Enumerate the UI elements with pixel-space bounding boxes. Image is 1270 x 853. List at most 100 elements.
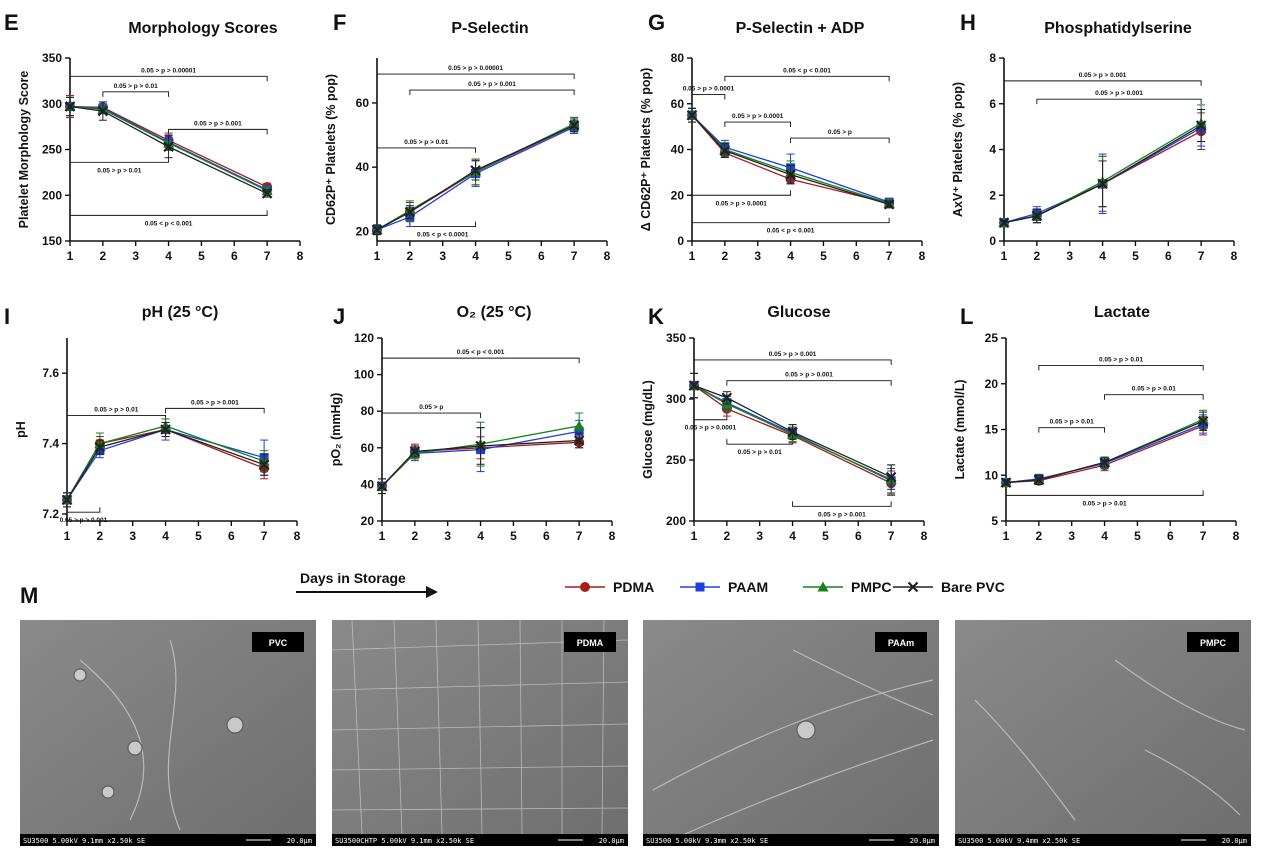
arrow-right-icon (426, 586, 438, 598)
significance-bracket: 0.05 > p > 0.001 (1003, 72, 1202, 86)
significance-bracket: 0.05 > p > 0.01 (1038, 419, 1106, 433)
x-tick-label: 1 (689, 249, 696, 263)
data-point (785, 169, 796, 180)
y-tick-label: 0 (677, 234, 684, 248)
sem-footer: SU3500 5.00kV 9.1mm x2.50k SE 20.0μm (20, 834, 316, 846)
significance-bracket: 0.05 < p < 0.001 (69, 210, 268, 227)
surface-texture (331, 619, 629, 835)
y-axis-label: pH (14, 421, 28, 438)
bracket-line (724, 121, 792, 128)
sem-label: PVC (269, 638, 288, 648)
bracket-line (1005, 490, 1204, 496)
bracket-line (66, 507, 101, 513)
bracket-line (693, 359, 892, 365)
series-line (691, 114, 890, 204)
y-tick-label: 20 (985, 377, 999, 391)
y-axis-label: Δ CD62P⁺ Platelets (% pop) (639, 68, 653, 232)
scale-bar-label: 20.0μm (599, 837, 624, 845)
series-bare-pvc (371, 118, 580, 236)
data-point (719, 145, 731, 156)
p-value-annotation: 0.05 > p > 0.01 (738, 449, 782, 456)
y-tick-label: 25 (985, 331, 999, 345)
significance-bracket: 0.05 > p > 0.01 (1104, 386, 1204, 400)
sem-label-box: PDMA (564, 632, 616, 652)
data-point (721, 392, 733, 404)
data-point (475, 440, 486, 452)
data-point (376, 480, 388, 492)
significance-bracket: 0.05 > p > 0.01 (726, 439, 794, 456)
x-tick-label: 2 (100, 249, 107, 263)
significance-bracket: 0.05 > p > 0.001 (792, 501, 892, 518)
legend-label: PDMA (613, 579, 654, 595)
y-tick-label: 20 (361, 514, 375, 528)
y-tick-label: 40 (361, 477, 375, 491)
x-tick-label: 3 (132, 249, 139, 263)
y-tick-label: 2 (989, 188, 996, 202)
x-tick-label: 8 (921, 529, 928, 543)
p-value-annotation: 0.05 > p > 0.001 (191, 399, 239, 406)
x-tick-label: 5 (510, 529, 517, 543)
data-point (573, 420, 585, 431)
legend-item-paam: PAAM (680, 579, 768, 595)
scale-bar-label: 20.0μm (910, 837, 935, 845)
data-point (470, 165, 481, 176)
legend-item-pmpc: PMPC (803, 579, 891, 595)
data-point (1000, 477, 1012, 488)
x-tick-label: 8 (294, 529, 301, 543)
y-axis-label: AxV⁺ Platelets (% pop) (951, 82, 965, 217)
series-legend: PDMA PAAM PMPC Bare PVC (565, 579, 1005, 595)
series-line (66, 425, 265, 501)
significance-bracket: 0.05 > p (790, 129, 890, 144)
significance-bracket: 0.05 < p < 0.0001 (409, 221, 477, 239)
sem-micrograph (643, 620, 939, 846)
p-value-annotation: 0.05 < p < 0.001 (767, 228, 815, 235)
p-value-annotation: 0.05 > p (419, 404, 443, 411)
legend-marker-circle-icon (580, 582, 590, 592)
x-tick-label: 3 (129, 529, 136, 543)
series-bare-pvc (61, 421, 270, 508)
bracket-line (409, 89, 575, 96)
series-line (693, 384, 892, 478)
chart-title: Glucose (767, 304, 830, 321)
data-point (94, 441, 106, 453)
significance-bracket: 0.05 > p > 0.0001 (685, 414, 736, 432)
data-point (686, 109, 698, 121)
legend-label: PAAM (728, 579, 768, 595)
x-tick-label: 1 (64, 529, 71, 543)
x-tick-label: 1 (691, 529, 698, 543)
p-value-annotation: 0.05 > p > 0.001 (194, 120, 242, 127)
p-value-annotation: 0.05 > p > 0.01 (1099, 356, 1143, 363)
y-tick-label: 80 (361, 404, 375, 418)
sem-image-pvc: PVC SU3500 5.00kV 9.1mm x2.50k SE 20.0μm (20, 620, 316, 846)
x-tick-label: 5 (822, 529, 829, 543)
scale-bar-label: 20.0μm (287, 837, 312, 845)
data-point (1099, 457, 1110, 468)
x-tick-label: 3 (439, 249, 446, 263)
x-tick-label: 4 (472, 249, 479, 263)
y-tick-label: 120 (354, 331, 374, 345)
y-axis-label: Glucose (mg/dL) (641, 380, 655, 479)
significance-bracket: 0.05 > p > 0.00001 (69, 67, 268, 82)
series-line (376, 126, 575, 231)
significance-bracket: 0.05 > p > 0.0001 (724, 113, 792, 128)
y-tick-label: 40 (356, 160, 370, 174)
x-tick-label: 6 (855, 529, 862, 543)
sem-image-pdma: PDMA SU3500CHTP 5.00kV 9.1mm x2.50k SE 20.… (331, 619, 629, 846)
significance-bracket: 0.05 > p > 0.0001 (683, 86, 734, 100)
data-point (998, 217, 1010, 228)
sem-footer-info: SU3500CHTP 5.00kV 9.1mm x2.50k SE (335, 837, 474, 845)
y-tick-label: 5 (991, 514, 998, 528)
series-bare-pvc (376, 427, 585, 495)
p-value-annotation: 0.05 > p > 0.001 (468, 81, 516, 88)
legend-item-bare-pvc: Bare PVC (893, 579, 1005, 595)
sem-footer-info: SU3500 5.00kV 9.4mm x2.50k SE (958, 837, 1080, 845)
data-point (258, 459, 270, 470)
bracket-line (381, 357, 580, 364)
bracket-line (726, 439, 794, 445)
data-point (160, 424, 171, 435)
bracket-line (726, 380, 892, 386)
p-value-annotation: 0.05 > p > 0.00001 (141, 67, 196, 74)
